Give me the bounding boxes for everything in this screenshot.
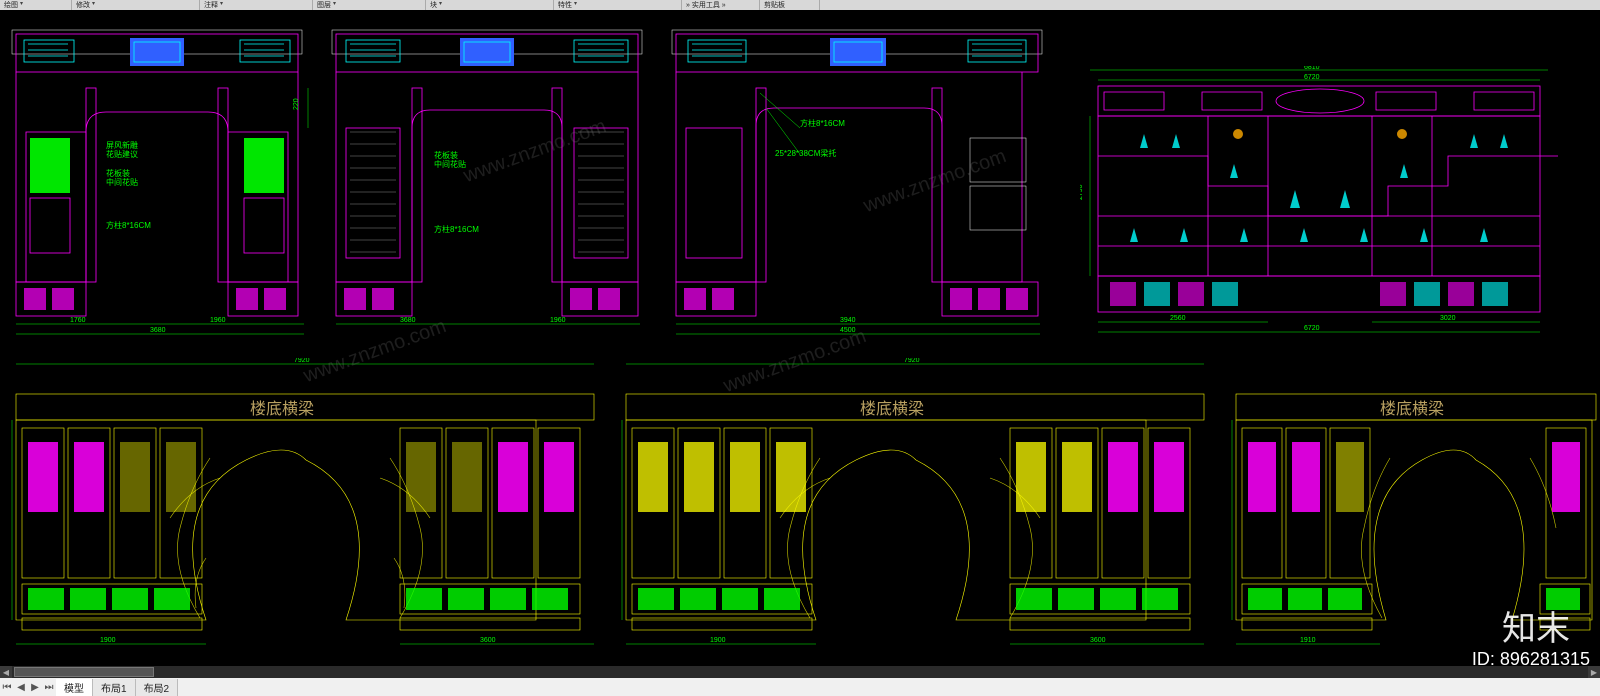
svg-text:方柱8*16CM: 方柱8*16CM bbox=[106, 220, 151, 230]
svg-text:6720: 6720 bbox=[1304, 325, 1320, 332]
svg-text:3020: 3020 bbox=[1440, 315, 1456, 322]
scroll-thumb[interactable] bbox=[14, 667, 154, 677]
beam-label-3: 楼底横梁 bbox=[1380, 400, 1444, 418]
scroll-right-icon[interactable]: ▶ bbox=[1588, 666, 1600, 678]
svg-text:3600: 3600 bbox=[480, 637, 496, 644]
svg-text:1900: 1900 bbox=[100, 637, 116, 644]
svg-text:2790: 2790 bbox=[1080, 184, 1084, 200]
screen-elevation-1: 7920 楼底横梁 bbox=[10, 358, 600, 658]
tab-nav-last-icon[interactable]: ⏭ bbox=[42, 682, 56, 693]
svg-text:1960: 1960 bbox=[550, 317, 566, 324]
annot-beam: 25*28*38CM梁托 bbox=[775, 148, 836, 158]
svg-text:6810: 6810 bbox=[1304, 66, 1320, 71]
tab-nav-first-icon[interactable]: ⏮ bbox=[0, 682, 14, 693]
svg-text:1910: 1910 bbox=[1300, 637, 1316, 644]
annot-text: 屏风新雕 bbox=[106, 140, 138, 150]
ribbon-group-draw[interactable]: 绘图▾ bbox=[0, 0, 72, 10]
svg-text:220: 220 bbox=[293, 98, 300, 110]
ribbon-group-annot[interactable]: 注释▾ bbox=[200, 0, 313, 10]
svg-text:3680: 3680 bbox=[400, 317, 416, 324]
arch-elevation-3: 方柱8*16CM 25*28*38CM梁托 3940 4500 bbox=[670, 28, 1050, 338]
svg-text:方柱8*16CM: 方柱8*16CM bbox=[434, 224, 479, 234]
ribbon-group-layer[interactable]: 图层▾ bbox=[313, 0, 426, 10]
watermark-logo: 知末 bbox=[1502, 601, 1570, 650]
model-space-canvas[interactable]: 屏风新雕 花贴建议 花板装 中间花贴 方柱8*16CM 1760 1960 368… bbox=[0, 10, 1600, 666]
ribbon-group-block[interactable]: 块▾ bbox=[426, 0, 554, 10]
svg-text:花板装: 花板装 bbox=[106, 168, 130, 178]
svg-text:3600: 3600 bbox=[1090, 637, 1106, 644]
beam-label-2: 楼底横梁 bbox=[860, 400, 924, 418]
screen-elevation-2: 7920 楼底横梁 bbox=[620, 358, 1210, 658]
ribbon-group-props[interactable]: 特性▾ bbox=[554, 0, 682, 10]
ribbon-bar: 绘图▾ 修改▾ 注释▾ 图层▾ 块▾ 特性▾ » 实用工具 » 剪贴板 bbox=[0, 0, 1600, 10]
layout-tab-strip: ⏮ ◀ ▶ ⏭ 模型 布局1 布局2 bbox=[0, 678, 1600, 696]
display-cabinet: 6810 6720 2560 bbox=[1080, 66, 1560, 338]
svg-text:1900: 1900 bbox=[710, 637, 726, 644]
svg-text:1760: 1760 bbox=[70, 317, 86, 324]
ribbon-group-clip[interactable]: 剪贴板 bbox=[760, 0, 820, 10]
tab-nav-next-icon[interactable]: ▶ bbox=[28, 682, 42, 693]
svg-text:花板装: 花板装 bbox=[434, 150, 458, 160]
tab-model[interactable]: 模型 bbox=[56, 679, 93, 696]
svg-text:1960: 1960 bbox=[210, 317, 226, 324]
svg-text:中间花贴: 中间花贴 bbox=[106, 177, 138, 187]
arch-elevation-2: 花板装 中间花贴 方柱8*16CM 36801960 bbox=[330, 28, 650, 338]
svg-text:3940: 3940 bbox=[840, 317, 856, 324]
beam-label-1: 楼底横梁 bbox=[250, 400, 314, 418]
scroll-left-icon[interactable]: ◀ bbox=[0, 666, 12, 678]
annot-col: 方柱8*16CM bbox=[800, 118, 845, 128]
tab-layout1[interactable]: 布局1 bbox=[93, 679, 136, 696]
svg-text:花贴建议: 花贴建议 bbox=[106, 149, 138, 159]
tab-nav-prev-icon[interactable]: ◀ bbox=[14, 682, 28, 693]
svg-text:3680: 3680 bbox=[150, 327, 166, 334]
tab-layout2[interactable]: 布局2 bbox=[136, 679, 179, 696]
arch-elevation-1: 屏风新雕 花贴建议 花板装 中间花贴 方柱8*16CM 1760 1960 368… bbox=[10, 28, 310, 338]
horizontal-scrollbar[interactable]: ◀ ▶ bbox=[0, 666, 1600, 678]
ribbon-group-modify[interactable]: 修改▾ bbox=[72, 0, 200, 10]
svg-text:6720: 6720 bbox=[1304, 74, 1320, 81]
ribbon-group-util[interactable]: » 实用工具 » bbox=[682, 0, 760, 10]
svg-text:7920: 7920 bbox=[904, 358, 920, 364]
svg-text:2560: 2560 bbox=[1170, 315, 1186, 322]
